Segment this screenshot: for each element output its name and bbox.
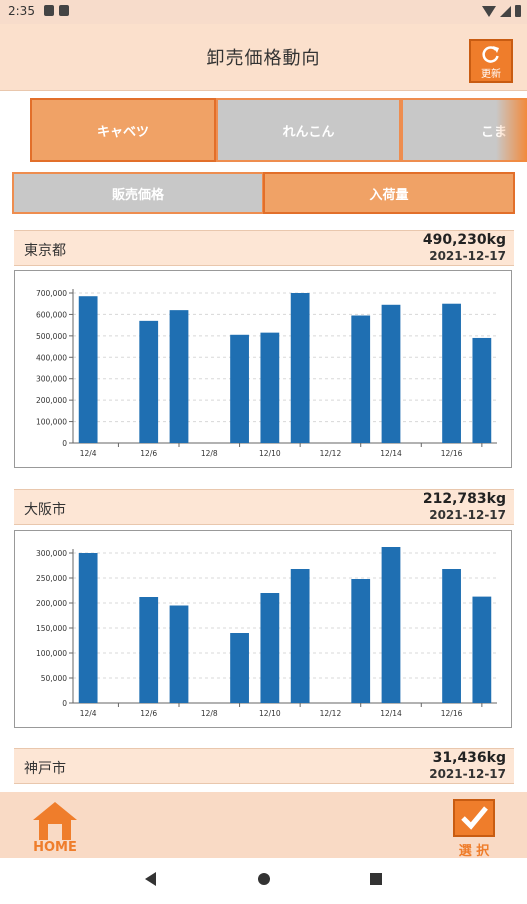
bar [78, 296, 98, 443]
select-label: 選 択 [458, 844, 490, 859]
y-tick-label: 0 [62, 699, 67, 708]
bar [472, 596, 492, 703]
bar [290, 569, 310, 703]
app-header: 卸売価格動向 更新 [0, 24, 527, 91]
tab-cabbage[interactable]: キャベツ [30, 98, 216, 162]
bar [442, 303, 461, 443]
market-name: 東京都 [24, 243, 66, 259]
nav-buttons [145, 872, 382, 886]
bar [230, 334, 249, 443]
tabs-scroll-fade [496, 98, 527, 162]
market-name: 神戸市 [24, 761, 66, 777]
battery-icon [515, 5, 521, 17]
x-tick-label: 12/10 [259, 449, 281, 458]
notification-icon [44, 5, 54, 16]
x-tick-label: 12/8 [201, 449, 218, 458]
x-tick-label: 12/6 [140, 449, 157, 458]
y-tick-label: 600,000 [36, 310, 67, 319]
system-nav-bar [0, 858, 527, 900]
bar [381, 304, 401, 443]
y-tick-label: 0 [62, 439, 67, 448]
sd-card-icon [59, 5, 69, 16]
bar [139, 597, 159, 703]
x-tick-label: 12/6 [140, 709, 157, 718]
home-button[interactable]: HOME [26, 800, 84, 856]
y-tick-label: 300,000 [36, 375, 67, 384]
chart-tokyo: 0 100,000 200,000 300,000 400,000 500,000 600,… [14, 270, 512, 468]
bar [381, 547, 401, 703]
bar-chart: 0 100,000 200,000 300,000 400,000 500,000 600,… [36, 289, 497, 458]
bar [472, 337, 492, 443]
bar [139, 320, 159, 443]
bar-chart: 0 50,000 100,000 150,000 200,000 250,000 300,0… [36, 547, 497, 718]
bar [169, 605, 189, 703]
market-date: 2021-12-17 [429, 508, 506, 522]
check-icon [453, 799, 495, 837]
market-date: 2021-12-17 [429, 767, 506, 781]
bar [230, 633, 249, 703]
x-tick-label: 12/14 [380, 709, 402, 718]
x-tick-label: 12/16 [441, 449, 463, 458]
y-tick-label: 200,000 [36, 599, 67, 608]
y-tick-label: 150,000 [36, 624, 67, 633]
mode-toggle: 販売価格 入荷量 [12, 172, 515, 214]
notification-icons [44, 5, 69, 16]
tab-arrival-volume[interactable]: 入荷量 [263, 172, 515, 214]
status-bar: 2:35 [0, 0, 527, 24]
wifi-icon [482, 5, 496, 17]
x-tick-label: 12/4 [80, 449, 97, 458]
x-tick-label: 12/8 [201, 709, 218, 718]
y-tick-label: 500,000 [36, 332, 67, 341]
market-amount: 212,783kg [422, 491, 506, 507]
refresh-label: 更新 [481, 69, 501, 80]
y-tick-label: 200,000 [36, 396, 67, 405]
bar [169, 310, 189, 443]
refresh-icon [482, 46, 499, 63]
bar [290, 293, 310, 443]
x-tick-label: 12/12 [320, 449, 342, 458]
bar [351, 579, 371, 703]
y-tick-label: 100,000 [36, 418, 67, 427]
x-tick-label: 12/12 [320, 709, 342, 718]
y-tick-label: 400,000 [36, 353, 67, 362]
market-date: 2021-12-17 [429, 249, 506, 263]
y-tick-label: 250,000 [36, 574, 67, 583]
y-tick-label: 700,000 [36, 289, 67, 298]
page-title: 卸売価格動向 [206, 48, 321, 69]
vegetable-tabs: キャベツ れんこん こま [30, 98, 527, 162]
signal-icon [500, 5, 511, 17]
system-icons [482, 5, 521, 17]
bar [351, 315, 371, 443]
select-button[interactable]: 選 択 [452, 798, 496, 859]
tab-lotus-root[interactable]: れんこん [216, 98, 401, 162]
market-amount: 490,230kg [422, 232, 506, 248]
bar [260, 593, 280, 703]
home-nav-icon[interactable] [258, 873, 270, 885]
y-tick-label: 300,000 [36, 549, 67, 558]
x-tick-label: 12/16 [441, 709, 463, 718]
market-header-osaka: 大阪市 212,783kg 2021-12-17 [14, 489, 514, 525]
bar [78, 553, 98, 703]
x-tick-label: 12/14 [380, 449, 402, 458]
chart-osaka: 0 50,000 100,000 150,000 200,000 250,000 300,0… [14, 530, 512, 728]
status-time: 2:35 [8, 4, 35, 18]
y-tick-label: 50,000 [41, 674, 67, 683]
back-icon[interactable] [145, 872, 156, 886]
home-icon [33, 802, 77, 840]
market-amount: 31,436kg [432, 750, 506, 766]
market-header-tokyo: 東京都 490,230kg 2021-12-17 [14, 230, 514, 266]
x-tick-label: 12/10 [259, 709, 281, 718]
bar [442, 569, 461, 703]
market-header-kobe: 神戸市 31,436kg 2021-12-17 [14, 748, 514, 784]
bar [260, 332, 280, 443]
recents-icon[interactable] [370, 873, 382, 885]
x-tick-label: 12/4 [80, 709, 97, 718]
y-tick-label: 100,000 [36, 649, 67, 658]
refresh-button[interactable]: 更新 [469, 39, 513, 83]
bottom-bar: HOME 選 択 [0, 792, 527, 859]
home-label: HOME [33, 840, 77, 855]
tab-sales-price[interactable]: 販売価格 [12, 172, 264, 214]
market-name: 大阪市 [24, 502, 66, 518]
